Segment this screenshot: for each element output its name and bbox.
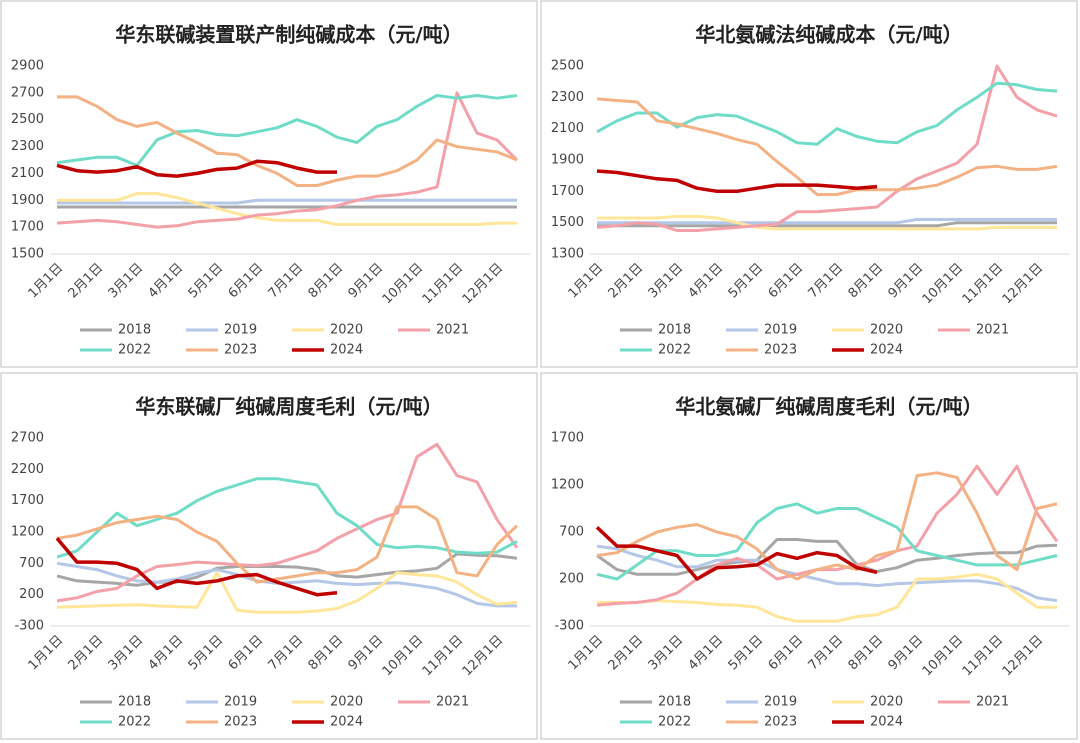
chart-panel: 华东联碱厂纯碱周度毛利（元/吨） -300 200 700 1200 1700 2200 27…	[0, 372, 538, 740]
series-line	[596, 64, 1058, 232]
y-tick-label: 1700	[11, 220, 44, 235]
series-line	[56, 94, 518, 167]
legend-label: 2020	[870, 323, 903, 338]
series-line	[56, 561, 517, 608]
legend-label: 2022	[658, 343, 691, 358]
series-line	[596, 538, 1058, 576]
series-line	[597, 218, 1057, 225]
series-line	[56, 442, 519, 603]
y-tick-label: 200	[559, 572, 584, 587]
legend-label: 2021	[976, 695, 1009, 710]
y-tick-label: 2900	[11, 59, 44, 74]
series-line	[596, 97, 1058, 196]
y-tick-label: 2100	[11, 166, 44, 181]
series-line	[56, 571, 518, 614]
chart-title: 华北氨碱厂纯碱周度毛利（元/吨）	[675, 395, 982, 419]
y-tick-label: 1900	[551, 153, 584, 168]
legend-label: 2018	[118, 323, 151, 338]
legend-label: 2021	[436, 695, 469, 710]
legend-label: 2019	[764, 323, 797, 338]
series-line	[596, 471, 1058, 581]
series-line	[56, 505, 519, 584]
y-tick-label: 700	[559, 525, 584, 540]
legend-label: 2020	[330, 323, 363, 338]
series-line	[596, 544, 1058, 603]
series-line	[597, 572, 1057, 623]
legend-label: 2022	[118, 343, 151, 358]
y-tick-label: 2300	[551, 90, 584, 105]
panel-border	[0, 0, 538, 368]
y-tick-label: 1700	[551, 431, 584, 446]
series-line	[56, 477, 518, 559]
series-line	[57, 95, 518, 187]
chart-title: 华东联碱厂纯碱周度毛利（元/吨）	[135, 395, 442, 419]
y-tick-label: 2700	[11, 431, 44, 446]
series-line	[56, 552, 518, 587]
y-tick-label: 2100	[551, 121, 584, 136]
y-tick-label: 2500	[11, 112, 44, 127]
legend-label: 2021	[436, 323, 469, 338]
legend-label: 2024	[330, 715, 363, 730]
y-tick-label: 2200	[11, 462, 44, 477]
legend-label: 2018	[658, 695, 691, 710]
series-line	[595, 526, 878, 581]
y-tick-label: 1200	[11, 525, 44, 540]
legend-label: 2021	[976, 323, 1009, 338]
chart-title: 华东联碱装置联产制纯碱成本（元/吨）	[115, 23, 462, 47]
series-line	[56, 159, 337, 178]
y-tick-label: 1200	[551, 478, 584, 493]
series-line	[596, 169, 878, 194]
legend-label: 2022	[658, 715, 691, 730]
legend-label: 2023	[764, 343, 797, 358]
y-tick-label: 2500	[551, 59, 584, 74]
legend-label: 2019	[764, 695, 797, 710]
legend-label: 2024	[870, 343, 903, 358]
y-tick-label: 1900	[11, 193, 44, 208]
series-line	[57, 198, 517, 205]
y-tick-label: -300	[14, 619, 44, 634]
chart-panel: 华东联碱装置联产制纯碱成本（元/吨） 1500 1700 1900 2100 2300 25…	[0, 0, 538, 368]
chart-panel: 华北氨碱法纯碱成本（元/吨） 1300 1500 1700 1900 2100 2300 25…	[540, 0, 1078, 368]
legend-label: 2018	[118, 695, 151, 710]
series-line	[596, 502, 1058, 581]
legend-label: 2023	[224, 715, 257, 730]
y-tick-label: 1300	[551, 247, 584, 262]
y-tick-label: 1500	[551, 215, 584, 230]
series-line	[597, 221, 1057, 228]
y-tick-label: 200	[19, 587, 44, 602]
series-line	[55, 537, 338, 597]
series-line	[596, 464, 1059, 607]
y-tick-label: 1700	[551, 184, 584, 199]
legend-label: 2020	[330, 695, 363, 710]
y-tick-label: 2700	[11, 85, 44, 100]
legend-label: 2019	[224, 695, 257, 710]
y-tick-label: 700	[19, 556, 44, 571]
legend-label: 2024	[870, 715, 903, 730]
y-tick-label: 1700	[11, 493, 44, 508]
series-line	[57, 192, 517, 226]
y-tick-label: 1500	[11, 247, 44, 262]
legend-label: 2020	[870, 695, 903, 710]
series-line	[597, 214, 1057, 231]
y-tick-label: -300	[554, 619, 584, 634]
legend-label: 2019	[224, 323, 257, 338]
legend-label: 2023	[224, 343, 257, 358]
series-line	[56, 91, 519, 229]
legend-label: 2024	[330, 343, 363, 358]
legend-label: 2018	[658, 323, 691, 338]
chart-title: 华北氨碱法纯碱成本（元/吨）	[695, 23, 962, 47]
legend-label: 2022	[118, 715, 151, 730]
y-tick-label: 2300	[11, 139, 44, 154]
legend-label: 2023	[764, 715, 797, 730]
panel-border	[0, 372, 538, 740]
